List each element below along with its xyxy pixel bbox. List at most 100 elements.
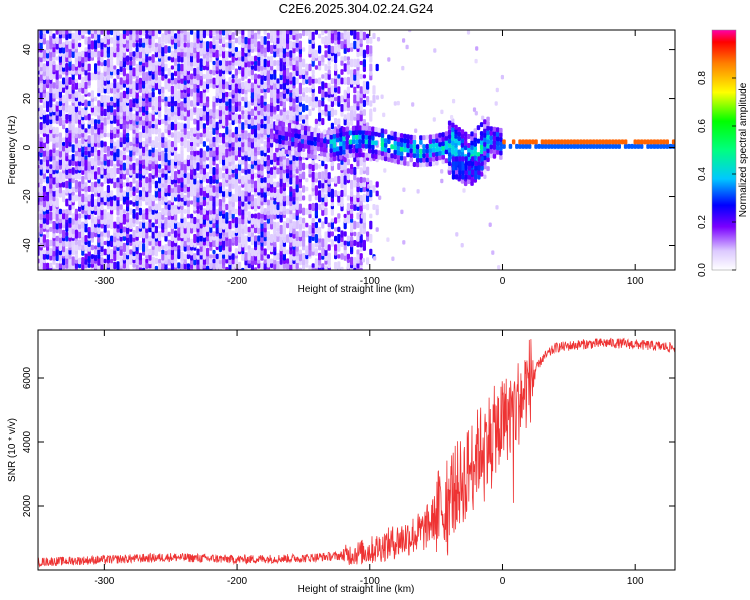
heatmap-cell (346, 235, 350, 242)
heatmap-cell (409, 148, 413, 154)
heatmap-cell (247, 146, 251, 151)
heatmap-cell (350, 256, 354, 266)
heatmap-cell (467, 179, 471, 184)
heatmap-cell (49, 195, 53, 201)
heatmap-cell (58, 117, 62, 126)
heatmap-cell (58, 100, 62, 107)
heatmap-cell (90, 254, 94, 259)
heatmap-cell (180, 146, 184, 151)
heatmap-cell (286, 56, 290, 61)
heatmap-cell (158, 36, 162, 45)
heatmap-cell (126, 198, 130, 207)
heatmap-cell (145, 208, 149, 215)
heatmap-cell (46, 253, 50, 260)
heatmap-cell (62, 77, 66, 85)
heatmap-cell (474, 58, 478, 64)
heatmap-cell (270, 263, 274, 268)
heatmap-cell (412, 148, 417, 154)
heatmap-cell (369, 63, 373, 72)
heatmap-cell (307, 139, 311, 145)
heatmap-cell (284, 131, 289, 137)
heatmap-cell (250, 247, 254, 257)
heatmap-cell (81, 132, 85, 138)
heatmap-cell (138, 46, 142, 53)
heatmap-cell (247, 132, 251, 138)
heatmap-cell (286, 195, 290, 201)
heatmap-cell (42, 132, 46, 137)
heatmap-cell (218, 30, 222, 35)
heatmap-cell (334, 45, 338, 54)
heatmap-cell (62, 87, 66, 93)
heatmap-cell (270, 159, 274, 165)
heatmap-cell (276, 221, 280, 229)
heatmap-cell (254, 198, 258, 208)
heatmap-cell (113, 195, 117, 201)
heatmap-cell (119, 154, 123, 161)
heatmap-cell (367, 153, 372, 158)
heatmap-cell (247, 211, 251, 221)
heatmap-cell (327, 185, 331, 193)
heatmap-cell (422, 144, 426, 150)
heatmap-cell (340, 32, 344, 40)
heatmap-cell (244, 109, 248, 116)
heatmap-cell (215, 31, 219, 41)
heatmap-cell (276, 235, 280, 242)
heatmap-cell (170, 50, 174, 58)
heatmap-cell (190, 200, 194, 205)
heatmap-cell (330, 207, 334, 216)
heatmap-cell (425, 134, 429, 140)
heatmap-cell (164, 235, 168, 242)
heatmap-cell (228, 113, 232, 121)
heatmap-cell (158, 176, 162, 184)
heatmap-cell (65, 99, 69, 108)
heatmap-cell (254, 105, 258, 111)
heatmap-cell (356, 212, 360, 220)
heatmap-cell (281, 130, 285, 136)
heatmap-cell (65, 30, 69, 35)
heatmap-cell (84, 155, 88, 160)
heatmap-cell (244, 96, 248, 102)
heatmap-cell (289, 175, 293, 185)
heatmap-cell (100, 257, 104, 265)
heatmap-cell (238, 261, 242, 270)
heatmap-cell (289, 95, 293, 103)
heatmap-cell (55, 209, 59, 215)
heatmap-cell (202, 198, 206, 207)
heatmap-cell (238, 146, 242, 151)
heatmap-cell (403, 160, 407, 166)
heatmap-cell (375, 63, 379, 72)
heatmap-cell (234, 257, 238, 265)
heatmap-cell (97, 254, 101, 259)
heatmap-cell (68, 203, 72, 211)
heatmap-cell (71, 240, 75, 246)
heatmap-cell (94, 122, 98, 130)
heatmap-cell (291, 137, 295, 142)
heatmap-cell (422, 148, 426, 154)
heatmap-cell (238, 104, 242, 112)
heatmap-cell (222, 155, 226, 160)
heatmap-cell (286, 67, 290, 77)
heatmap-cell (308, 44, 312, 55)
heatmap-cell (161, 252, 165, 261)
heatmap-cell (305, 186, 309, 192)
heatmap-cell (289, 119, 293, 124)
heatmap-cell (129, 234, 133, 243)
heatmap-cell (154, 162, 158, 171)
heatmap-cell (257, 56, 261, 61)
heatmap-cell (327, 73, 331, 80)
heatmap-cell (65, 96, 69, 101)
heatmap-cell (278, 139, 282, 145)
heatmap-cell (292, 60, 296, 66)
heatmap-cell (87, 63, 91, 72)
heatmap-cell (234, 37, 238, 44)
heatmap-cell (345, 149, 349, 154)
heatmap-cell (292, 221, 296, 229)
heatmap-cell (362, 74, 366, 79)
heatmap-cell (342, 127, 346, 132)
heatmap-cell (358, 134, 362, 140)
heatmap-cell (212, 30, 216, 36)
heatmap-cell (145, 258, 149, 264)
heatmap-cell (142, 128, 146, 133)
heatmap-cell (298, 267, 302, 270)
heatmap-cell (190, 42, 194, 48)
